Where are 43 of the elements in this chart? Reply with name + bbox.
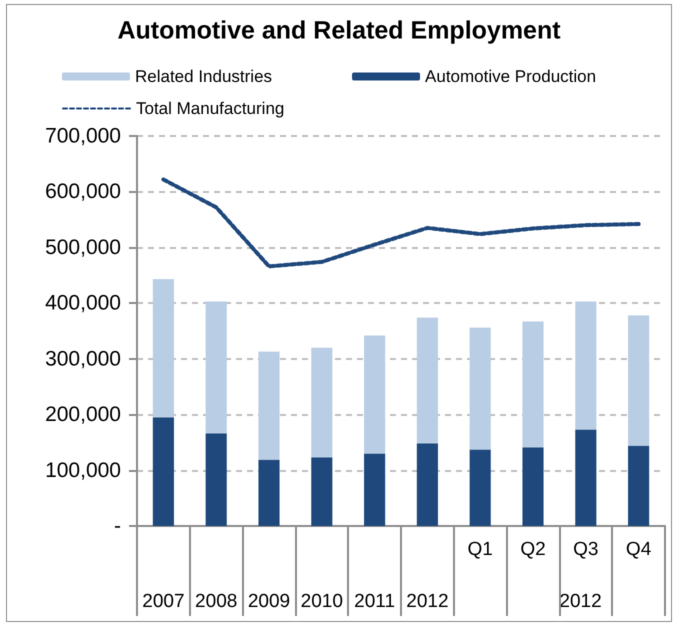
y-tick-label: 400,000 [45,292,121,315]
x-tick-label: 2008 [195,591,238,612]
bar [364,454,386,526]
bar [470,328,491,450]
line-series [161,177,641,268]
bar [522,447,544,526]
bar [258,460,280,526]
y-tick-label: 700,000 [45,124,121,148]
legend-label: Related Industries [135,67,272,86]
x-tick-label: Q2 [520,539,546,560]
bar [628,315,650,446]
bar [416,444,438,526]
y-tick-label: 600,000 [45,180,121,204]
y-tick-label: 100,000 [45,458,121,482]
x-tick-label: Q3 [573,539,598,560]
bar [258,352,280,460]
bar [364,335,386,454]
bar [311,457,332,526]
bar [628,446,650,526]
bar [152,279,174,418]
x-tick-label: Q1 [468,539,493,560]
chart-title: Automotive and Related Employment [117,16,562,44]
legend-label: Total Manufacturing [136,99,284,118]
bar [311,348,332,458]
x-tick-label: 2012 [406,591,449,612]
x-tick-label: Q4 [626,539,652,560]
bar [206,434,227,526]
bar [152,417,174,526]
x-tick-label: 2009 [248,591,290,612]
legend-label: Automotive Production [425,67,596,86]
bar [575,430,596,526]
y-tick-label: - [114,514,121,538]
x-tick-label: 2011 [354,591,396,612]
bar [206,301,227,434]
x-tick-label: 2007 [142,591,185,612]
y-tick-label: 200,000 [45,403,121,426]
bar [470,450,491,526]
y-tick-label: 300,000 [45,347,121,370]
y-tick-label: 500,000 [45,236,121,259]
bar [522,322,544,448]
bar [575,301,596,430]
x-tick-label: 2010 [300,591,343,612]
bar [416,318,438,444]
